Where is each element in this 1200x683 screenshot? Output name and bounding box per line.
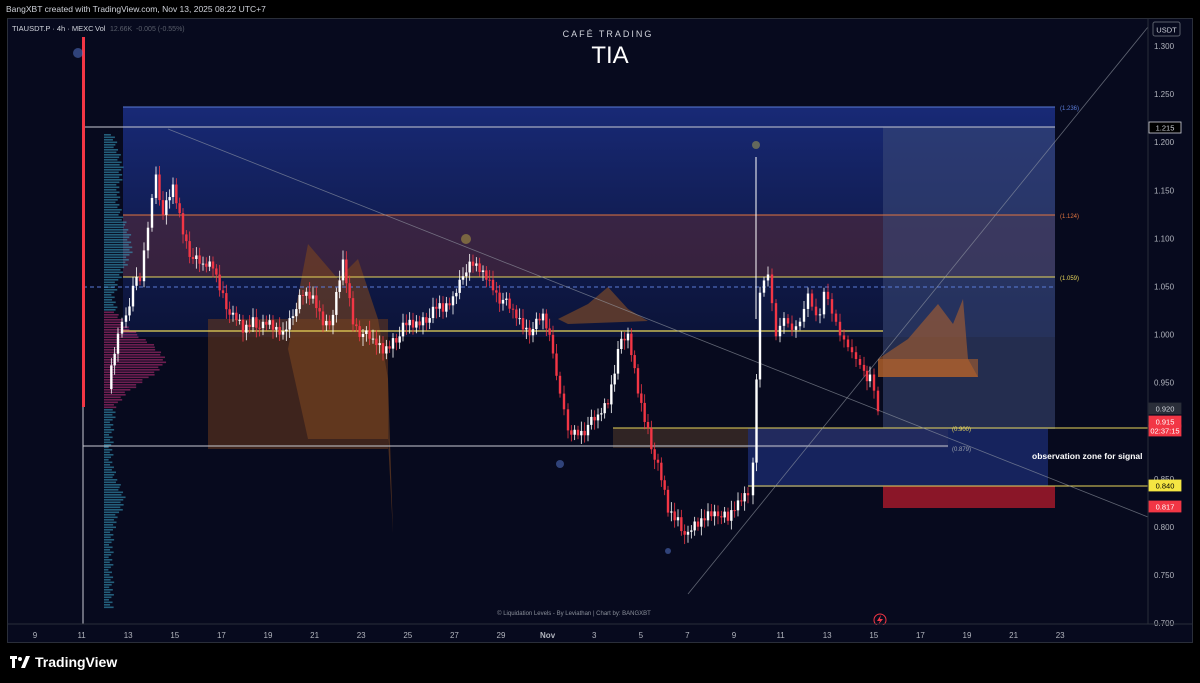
trendline-down[interactable] bbox=[167, 128, 1149, 518]
price-axis[interactable] bbox=[1148, 19, 1193, 624]
time-tick: 19 bbox=[264, 631, 273, 640]
stop-loss-zone bbox=[883, 486, 1055, 508]
footer-bar bbox=[0, 643, 1200, 683]
time-tick: 13 bbox=[823, 631, 832, 640]
time-tick: 17 bbox=[916, 631, 925, 640]
price-label-bg bbox=[1148, 121, 1182, 134]
observation-zone-label: observation zone for signal bbox=[1032, 451, 1143, 461]
price-label-bg bbox=[1148, 402, 1182, 415]
time-tick: 11 bbox=[77, 631, 86, 640]
price-label: 0.817 bbox=[1156, 503, 1175, 512]
volume-change: -0.005 (-0.55%) bbox=[136, 26, 185, 33]
time-tick: 19 bbox=[963, 631, 972, 640]
price-tick: 1.250 bbox=[1154, 90, 1175, 99]
fib-label-1059: (1.059) bbox=[1060, 276, 1079, 282]
liquidation-dot bbox=[752, 141, 760, 149]
liquidation-dot bbox=[73, 48, 83, 58]
liquidation-cloud-4 bbox=[878, 299, 978, 377]
time-tick: 23 bbox=[1056, 631, 1065, 640]
price-label: 1.215 bbox=[1156, 124, 1175, 133]
chart-attribution: BangXBT created with TradingView.com, No… bbox=[0, 0, 1200, 18]
tradingview-wordmark: TradingView bbox=[35, 654, 118, 670]
price-tick: 1.200 bbox=[1154, 138, 1175, 147]
price-label: 0.920 bbox=[1156, 405, 1175, 414]
price-label-bg bbox=[1148, 500, 1182, 513]
time-tick: 17 bbox=[217, 631, 226, 640]
chart-area[interactable]: (1.236) (1.124) (1.059) (0.900) (0.879) … bbox=[7, 18, 1193, 643]
time-tick: 11 bbox=[776, 631, 785, 640]
fib-label-0879: (0.879) bbox=[952, 447, 971, 453]
impulse-candle bbox=[82, 37, 85, 407]
price-tick: 0.950 bbox=[1154, 379, 1175, 388]
liquidation-cloud-3 bbox=[558, 287, 648, 324]
liquidation-dot bbox=[461, 234, 471, 244]
signal-observation-box bbox=[748, 428, 1048, 487]
time-tick: 21 bbox=[310, 631, 319, 640]
price-chart[interactable]: (1.236) (1.124) (1.059) (0.900) (0.879) … bbox=[8, 19, 1193, 643]
time-tick: Nov bbox=[540, 631, 556, 640]
indicator-credits: © Liquidation Levels - By Leviathan | Ch… bbox=[497, 610, 651, 617]
volume-value: 12.66K bbox=[110, 26, 133, 33]
liquidation-cloud-2 bbox=[288, 244, 393, 534]
time-tick: 3 bbox=[592, 631, 597, 640]
price-tick: 0.800 bbox=[1154, 523, 1175, 532]
price-tick: 0.850 bbox=[1154, 475, 1175, 484]
volume-profile bbox=[104, 134, 167, 609]
price-tick: 1.100 bbox=[1154, 234, 1175, 243]
price-tick: 0.750 bbox=[1154, 571, 1175, 580]
chart-title: TIA bbox=[591, 42, 628, 69]
time-tick: 15 bbox=[869, 631, 878, 640]
currency-button[interactable] bbox=[1152, 21, 1181, 37]
time-tick: 7 bbox=[685, 631, 690, 640]
candlestick-series bbox=[110, 157, 880, 545]
price-label-bg bbox=[1148, 479, 1182, 492]
fib-label-1124: (1.124) bbox=[1060, 214, 1079, 220]
time-axis[interactable] bbox=[8, 625, 1148, 643]
time-tick: 29 bbox=[497, 631, 506, 640]
fib-label-1236: (1.236) bbox=[1060, 106, 1079, 112]
time-tick: 27 bbox=[450, 631, 459, 640]
time-tick: 9 bbox=[33, 631, 38, 640]
tradingview-logo[interactable]: TradingView bbox=[10, 654, 117, 670]
time-tick: 25 bbox=[403, 631, 412, 640]
projection-zone bbox=[883, 127, 1055, 429]
symbol-name[interactable]: TIAUSDT.P · 4h · MEXC bbox=[12, 24, 94, 33]
price-label: 02:37:15 bbox=[1150, 427, 1179, 436]
price-tick: 1.000 bbox=[1154, 331, 1175, 340]
time-tick: 21 bbox=[1009, 631, 1018, 640]
time-tick: 15 bbox=[170, 631, 179, 640]
liquidation-dot bbox=[665, 548, 671, 554]
time-tick: 5 bbox=[639, 631, 644, 640]
price-tick: 1.150 bbox=[1154, 186, 1175, 195]
liquidation-cloud-5 bbox=[878, 359, 978, 377]
price-tick: 1.300 bbox=[1154, 42, 1175, 51]
time-tick: 9 bbox=[732, 631, 737, 640]
time-tick: 23 bbox=[357, 631, 366, 640]
trendline-up[interactable] bbox=[687, 26, 1149, 595]
time-tick: 13 bbox=[124, 631, 133, 640]
price-label-bg bbox=[1148, 424, 1182, 437]
price-tick: 1.050 bbox=[1154, 283, 1175, 292]
brand-subtitle: CAFÉ TRADING bbox=[563, 29, 654, 39]
tradingview-logo-icon bbox=[10, 656, 30, 668]
currency-label: USDT bbox=[1156, 26, 1177, 35]
price-label: 0.840 bbox=[1156, 482, 1175, 491]
price-label: 0.915 bbox=[1156, 418, 1175, 427]
liquidation-dot bbox=[556, 460, 564, 468]
fib-label-0900: (0.900) bbox=[952, 427, 971, 433]
volume-label: Vol bbox=[95, 24, 106, 33]
